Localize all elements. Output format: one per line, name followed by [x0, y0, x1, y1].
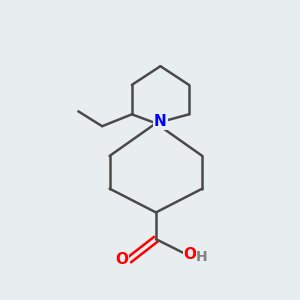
- Text: O: O: [184, 247, 196, 262]
- Text: H: H: [196, 250, 208, 264]
- Text: N: N: [154, 114, 167, 129]
- Text: O: O: [115, 253, 128, 268]
